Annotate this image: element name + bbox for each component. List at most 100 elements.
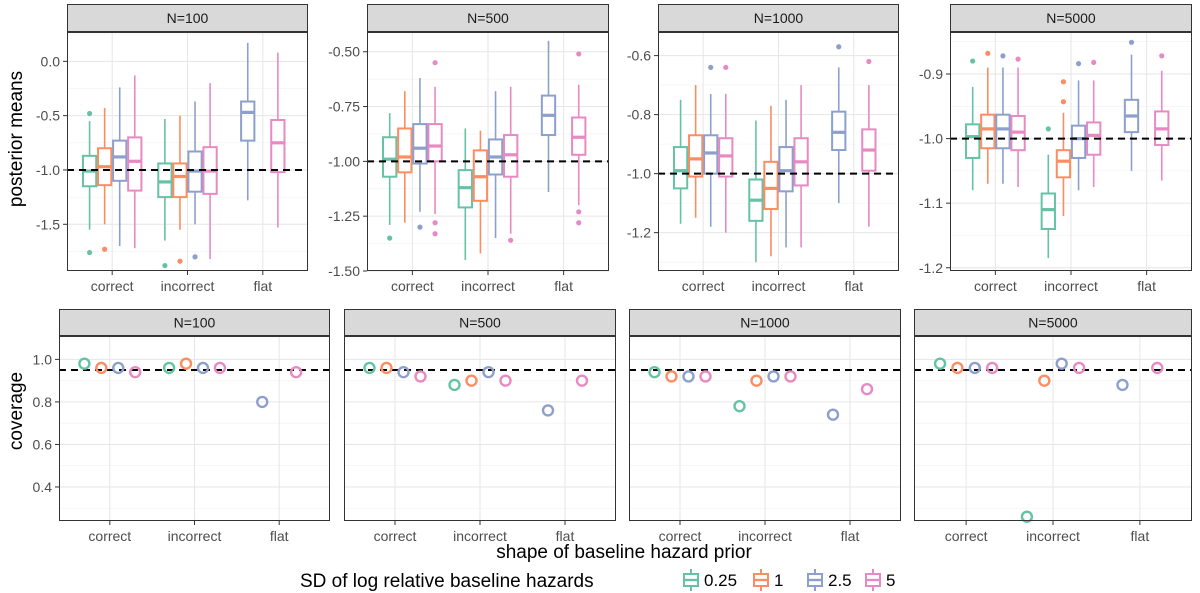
outlier-point [162,262,168,269]
top-panel-title: N=5000 [1046,10,1096,26]
bottom-panel-title: N=1000 [740,315,790,331]
top-panel-N=1000: N=1000 -0.6 -0.8 -1.0 -1.2 correct incorrect fl… [627,4,899,294]
legend-key-5: 5 [865,569,895,591]
top-panel-y-tick-label: -1.00 [328,153,360,169]
top-panel-y-tick-label: -1.2 [919,260,943,276]
bottom-panel-y-tick-label: 0.6 [33,436,53,452]
top-panel-border [367,32,609,271]
outlier-point [432,60,438,66]
top-panel-x-tick-label: incorrect [1044,278,1098,294]
box-body [672,146,689,190]
coverage-point-correct-sd-2.5 [112,361,125,375]
coverage-point-correct-sd-1 [95,361,108,375]
coverage-point-incorrect-sd-1 [1038,374,1051,387]
outlier-point [192,254,198,260]
bottom-panel-x-tick-label: correct [659,528,702,544]
box-correct-sd-2.5 [412,78,428,230]
top-panel-N=5000: N=5000 -0.9 -1.0 -1.1 -1.2 correct incorrect fl… [919,4,1192,294]
outlier-point [576,209,582,215]
coverage-point-correct-sd-1 [951,361,964,375]
box-incorrect-sd-2.5 [778,99,794,248]
top-panel-y-tick-label: -1.1 [919,195,943,211]
outlier-point [387,235,393,241]
coverage-point-incorrect-sd-5 [213,361,227,375]
coverage-point-incorrect-sd-5 [499,374,512,387]
top-panel-x-tick-label: correct [391,278,434,294]
coverage-point-incorrect-sd-2.5 [1055,357,1068,370]
bottom-panel-border [629,336,901,521]
y-axis-title-bottom: coverage [6,372,27,450]
box-flat-sd-2.5 [831,44,847,204]
bottom-panel-title: N=500 [459,315,501,331]
box-incorrect-sd-2.5 [187,101,203,260]
box-incorrect-sd-1 [472,130,489,254]
outlier-point [177,258,183,264]
coverage-point-flat-sd-2.5 [1116,378,1129,392]
box-flat-sd-5 [861,58,877,227]
top-panel-title: N=1000 [754,10,804,26]
top-panel-strip [950,4,1192,32]
legend-key-2.5: 2.5 [807,569,852,591]
outlier-point [1060,79,1067,85]
coverage-point-incorrect-sd-5 [784,370,797,383]
top-panel-x-tick-label: correct [91,278,134,294]
bottom-panel-N=1000: N=1000 correct incorrect flat [629,309,901,544]
box-body [382,136,398,178]
top-panel-border [950,32,1192,271]
box-body [397,127,413,174]
coverage-point-correct-sd-5 [129,365,142,379]
x-axis-title: shape of baseline hazard prior [496,542,752,563]
outlier-point [1045,126,1051,132]
top-panel-x-tick-label: correct [974,278,1017,294]
outlier-point [1075,61,1082,67]
coverage-point-correct-sd-0.25 [648,365,661,379]
box-correct-sd-1 [97,108,113,252]
top-panel-N=100: N=100 0.0 -0.5 -1.0 -1.5 correct incorrect flat [36,4,308,294]
box-flat-sd-2.5 [540,40,557,193]
box-body [127,136,143,192]
box-body [240,100,256,142]
y-axis-title-top: posterior means [6,71,27,207]
bottom-panel-border [344,336,616,521]
bottom-panel-x-tick-label: incorrect [168,528,222,544]
bottom-panel-x-tick-label: correct [88,528,131,544]
top-panel-x-tick-label: correct [682,278,725,294]
bottom-panel-N=5000: N=5000 correct incorrect flat [914,309,1192,544]
coverage-point-flat-sd-5 [289,365,303,379]
top-panel-y-tick-label: 0.0 [41,53,61,69]
coverage-point-correct-sd-0.25 [363,361,376,375]
top-panel-border [67,32,308,271]
bottom-panel-x-tick-label: flat [1131,528,1150,544]
bottom-panel-x-tick-label: incorrect [1026,528,1080,544]
box-incorrect-sd-5 [503,86,519,243]
box-incorrect-sd-2.5 [487,91,504,239]
box-correct-sd-0.25 [81,110,98,256]
box-body [157,162,173,199]
legend-key-1: 1 [753,569,783,591]
coverage-point-flat-sd-2.5 [541,404,555,417]
coverage-point-correct-sd-2.5 [397,365,410,379]
box-body [688,134,704,178]
top-panel-y-tick-label: -1.0 [627,166,651,182]
box-correct-sd-0.25 [382,113,398,241]
coverage-point-incorrect-sd-0.25 [1020,510,1034,523]
coverage-point-flat-sd-5 [1151,361,1164,375]
box-incorrect-sd-0.25 [1040,126,1056,259]
outlier-point [1091,59,1097,65]
coverage-point-flat-sd-2.5 [826,408,840,421]
coverage-point-flat-sd-2.5 [256,395,269,409]
top-panel-x-tick-label: flat [1137,278,1156,294]
coverage-point-incorrect-sd-0.25 [162,361,176,375]
outlier-point [985,50,991,56]
legend-label: 0.25 [704,571,737,590]
bottom-panel-border [914,336,1192,521]
box-correct-sd-5 [718,64,734,233]
top-panel-border [658,32,899,271]
top-panel-strip [67,4,308,32]
bottom-panel-title: N=100 [174,315,216,331]
outlier-point [508,237,514,243]
box-incorrect-sd-1 [172,115,188,264]
outlier-point [576,220,582,226]
top-panel-N=500: N=500 -0.50 -0.75 -1.00 -1.25 -1.50 correct inc… [328,4,609,294]
legend-title: SD of log relative baseline hazards [300,571,594,592]
